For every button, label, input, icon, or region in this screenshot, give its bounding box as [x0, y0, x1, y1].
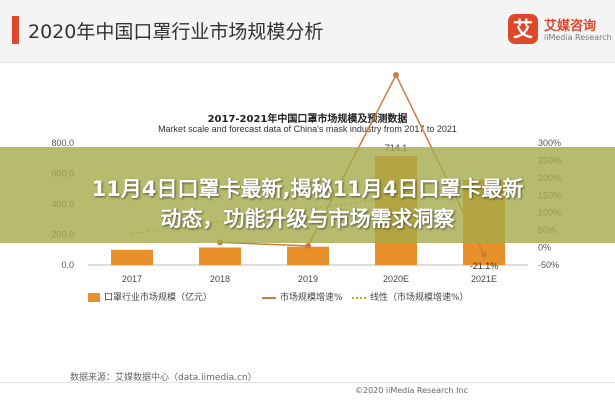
y-right-tick-label: -50% [538, 260, 559, 270]
chart-title: 2017-2021年中国口罩市场规模及预测数据 [207, 114, 408, 125]
headline-line-2: 动态，功能升级与市场需求洞察 [160, 207, 455, 231]
x-tick-label: 2017 [122, 274, 142, 284]
y-right-tick-label: 300% [538, 138, 561, 148]
legend-item-bar: 口罩行业市场规模（亿元） [88, 290, 212, 303]
x-tick-label: 2019 [298, 274, 318, 284]
headline-overlay: 11月4日口罩卡最新,揭秘11月4日口罩卡最新 动态，功能升级与市场需求洞察 [0, 147, 615, 243]
growth-point [305, 242, 311, 249]
growth-point [481, 251, 487, 258]
legend-label-line: 市场规模增速% [280, 293, 343, 303]
legend-swatch-trend [352, 296, 366, 299]
legend-item-line: 市场规模增速% [262, 290, 343, 303]
slide-title: 2020年中国口罩行业市场规模分析 [28, 21, 324, 43]
copyright-note: ©2020 iiMedia Research Inc [355, 386, 468, 395]
x-tick-label: 2021E [471, 274, 497, 284]
brand: 艾 艾媒咨询 iiMedia Research [508, 14, 612, 50]
brand-name: 艾媒咨询 [544, 19, 597, 34]
chart-legend: 口罩行业市场规模（亿元） 市场规模增速% 线性（市场规模增速%） [0, 290, 615, 306]
legend-swatch-bar [88, 293, 100, 302]
data-label-2021E: -21.1% [470, 261, 499, 271]
source-note: 数据来源：艾媒数据中心（data.iimedia.cn） [70, 373, 257, 383]
growth-point [393, 72, 399, 79]
footer-divider [0, 382, 615, 383]
x-tick-label: 2018 [210, 274, 230, 284]
bar [111, 249, 153, 265]
legend-item-trend: 线性（市场规模增速%） [352, 290, 469, 303]
y-left-tick-label: 0.0 [61, 260, 74, 270]
brand-logo-icon: 艾 [508, 14, 538, 44]
legend-label-bar: 口罩行业市场规模（亿元） [104, 293, 213, 303]
title-accent-bar [12, 16, 19, 44]
bar [199, 247, 241, 265]
chart-subtitle: Market scale and forecast data of China'… [158, 124, 457, 134]
y-right-tick-label: 0% [538, 243, 551, 253]
headline-line-1: 11月4日口罩卡最新,揭秘11月4日口罩卡最新 [91, 177, 524, 201]
brand-name-en: iiMedia Research [544, 33, 612, 42]
slide-header: 2020年中国口罩行业市场规模分析 艾 艾媒咨询 iiMedia Researc… [0, 0, 615, 63]
y-left-tick-label: 800.0 [51, 138, 74, 148]
legend-swatch-line [262, 296, 276, 299]
x-tick-label: 2020E [383, 274, 409, 284]
bar [287, 246, 329, 265]
legend-label-trend: 线性（市场规模增速%） [370, 293, 469, 303]
